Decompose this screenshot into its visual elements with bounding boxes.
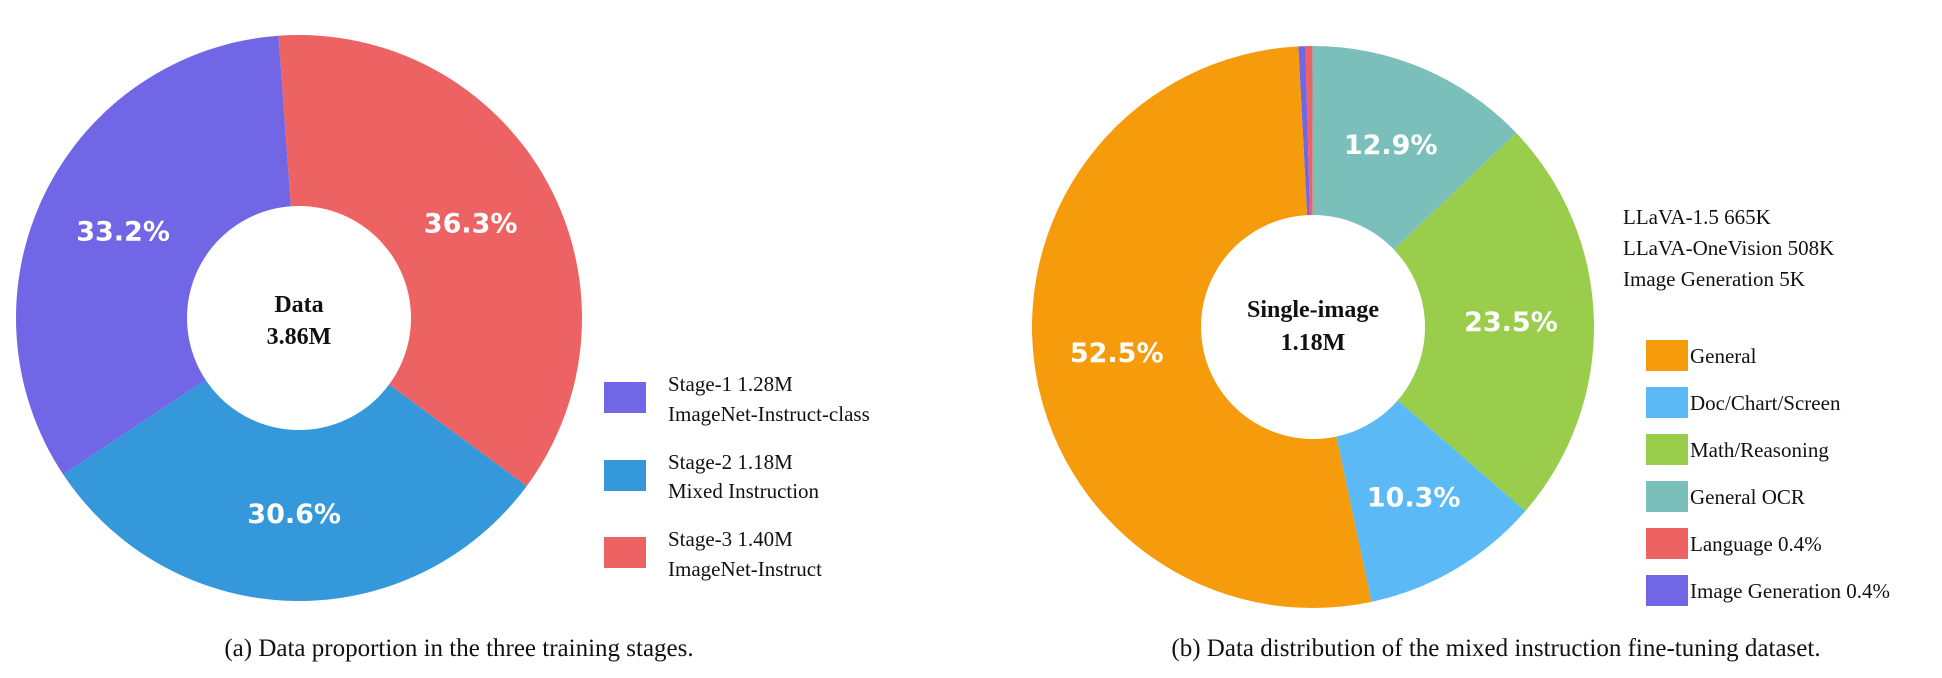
legend-label-stage-3: Stage-3 1.40M <box>668 527 793 551</box>
legend-sublabel-stage-1: ImageNet-Instruct-class <box>668 402 870 426</box>
source-image-generation: Image Generation 5K <box>1623 267 1805 291</box>
chart-a-legend: Stage-1 1.28M ImageNet-Instruct-class St… <box>604 372 870 581</box>
chart-a-value-label-stage-3-1-40m: 36.3% <box>424 208 518 239</box>
legend-label-general-ocr: General OCR <box>1690 485 1805 509</box>
legend-label-doc-chart-screen: Doc/Chart/Screen <box>1690 391 1841 415</box>
legend-swatch-stage-1 <box>604 382 646 413</box>
chart-b-value-label-general-ocr: 12.9% <box>1344 130 1438 161</box>
legend-label-stage-1: Stage-1 1.28M <box>668 372 793 396</box>
chart-b-hole <box>1201 215 1425 439</box>
chart-a-slice-stage-3-1-40m <box>278 34 582 486</box>
chart-b-center-label-1: Single-image <box>1247 297 1379 323</box>
legend-swatch-language <box>1646 528 1688 559</box>
legend-label-language: Language 0.4% <box>1690 532 1822 556</box>
legend-sublabel-stage-3: ImageNet-Instruct <box>668 557 822 581</box>
chart-a-center-label-2: 3.86M <box>267 324 332 350</box>
chart-a-hole <box>187 206 411 430</box>
chart-b-legend: General Doc/Chart/Screen Math/Reasoning … <box>1646 340 1890 606</box>
chart-a-value-label-stage-1-1-28m: 33.2% <box>76 217 170 248</box>
legend-sublabel-stage-2: Mixed Instruction <box>668 479 820 503</box>
legend-swatch-general <box>1646 340 1688 371</box>
legend-swatch-stage-3 <box>604 537 646 568</box>
chart-b-value-label-doc-chart-screen: 10.3% <box>1367 483 1461 514</box>
legend-label-image-generation: Image Generation 0.4% <box>1690 579 1890 603</box>
chart-a-slice-stage-2-1-18m <box>63 318 527 602</box>
chart-a-center-label-1: Data <box>274 292 323 318</box>
chart-b-caption: (b) Data distribution of the mixed instr… <box>1171 635 1820 662</box>
chart-a-donut: 30.6% 33.2% 36.3% Data 3.86M <box>15 34 582 602</box>
chart-a-value-label-stage-2-1-18m: 30.6% <box>247 499 341 530</box>
chart-b-slice-math-reasoning <box>1313 132 1594 512</box>
legend-swatch-doc-chart-screen <box>1646 387 1688 418</box>
chart-a-caption: (a) Data proportion in the three trainin… <box>224 635 693 662</box>
chart-b-source-list: LLaVA-1.5 665K LLaVA-OneVision 508K Imag… <box>1623 205 1834 291</box>
chart-b-center-label-2: 1.18M <box>1281 330 1346 356</box>
chart-b-value-label-general: 52.5% <box>1070 338 1164 369</box>
source-llava-1-5: LLaVA-1.5 665K <box>1623 205 1771 229</box>
legend-swatch-general-ocr <box>1646 481 1688 512</box>
legend-swatch-math-reasoning <box>1646 434 1688 465</box>
chart-b-donut: 12.9% 23.5% 10.3% 52.5% Single-image 1.18M <box>1032 46 1594 608</box>
legend-label-stage-2: Stage-2 1.18M <box>668 450 793 474</box>
chart-b-value-label-math-reasoning: 23.5% <box>1464 307 1558 338</box>
legend-label-math-reasoning: Math/Reasoning <box>1690 438 1829 462</box>
source-llava-onevision: LLaVA-OneVision 508K <box>1623 236 1834 260</box>
legend-label-general: General <box>1690 344 1757 368</box>
legend-swatch-image-generation <box>1646 575 1688 606</box>
legend-swatch-stage-2 <box>604 460 646 491</box>
